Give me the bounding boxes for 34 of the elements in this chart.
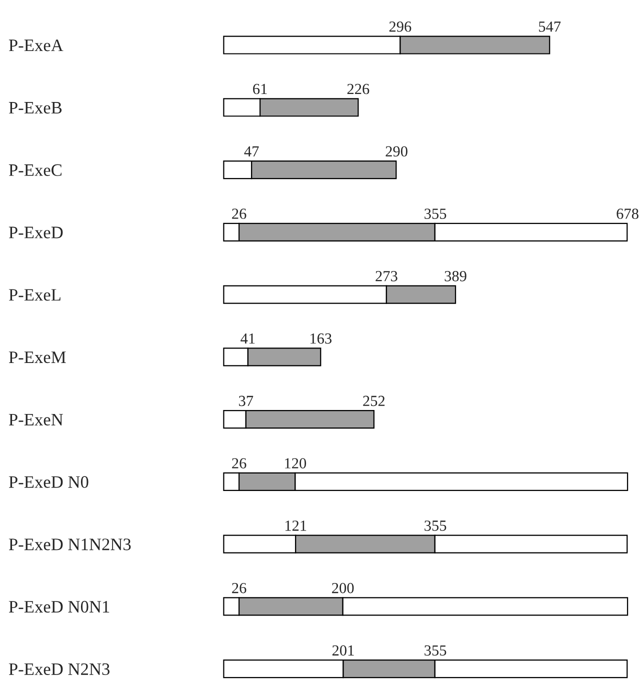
annotation: 120	[285, 458, 306, 468]
y-tick-label: P-ExeC	[8, 164, 62, 176]
y-tick-label: P-ExeA	[8, 40, 64, 52]
y-tick-label: P-ExeD N2N3	[8, 663, 110, 676]
annotation: 296	[389, 22, 412, 32]
annotation: 121	[285, 520, 306, 531]
annotation: 163	[310, 333, 332, 344]
annotation: 226	[347, 84, 370, 94]
y-tick-label: P-ExeD N0	[8, 476, 88, 488]
y-tick-label: P-ExeN	[8, 414, 63, 426]
annotation: 200	[332, 582, 354, 594]
annotation: 355	[424, 645, 446, 656]
annotation: 252	[363, 396, 385, 406]
y-tick-label: P-ExeL	[8, 289, 60, 301]
y-tick-label: P-ExeM	[8, 352, 66, 364]
annotation: 678	[616, 208, 638, 219]
annotation: 26	[232, 458, 246, 468]
annotation: 355	[424, 520, 446, 531]
annotation: 61	[253, 84, 267, 94]
annotation: 26	[232, 208, 246, 219]
y-tick-label: P-ExeD	[8, 226, 63, 238]
y-tick-label: P-ExeD N0N1	[8, 600, 110, 613]
annotation: 547	[539, 22, 561, 32]
annotation: 41	[240, 333, 255, 344]
annotation: 37	[239, 396, 254, 406]
y-tick-label: P-ExeB	[8, 102, 62, 114]
annotation: 201	[332, 645, 354, 656]
annotation: 355	[424, 208, 446, 219]
annotation: 290	[386, 146, 408, 157]
annotation: 273	[376, 271, 398, 282]
annotation: 389	[444, 271, 466, 282]
annotation: 47	[244, 146, 259, 156]
y-tick-label: P-ExeD N1N2N3	[8, 538, 131, 550]
annotation: 26	[232, 582, 246, 594]
